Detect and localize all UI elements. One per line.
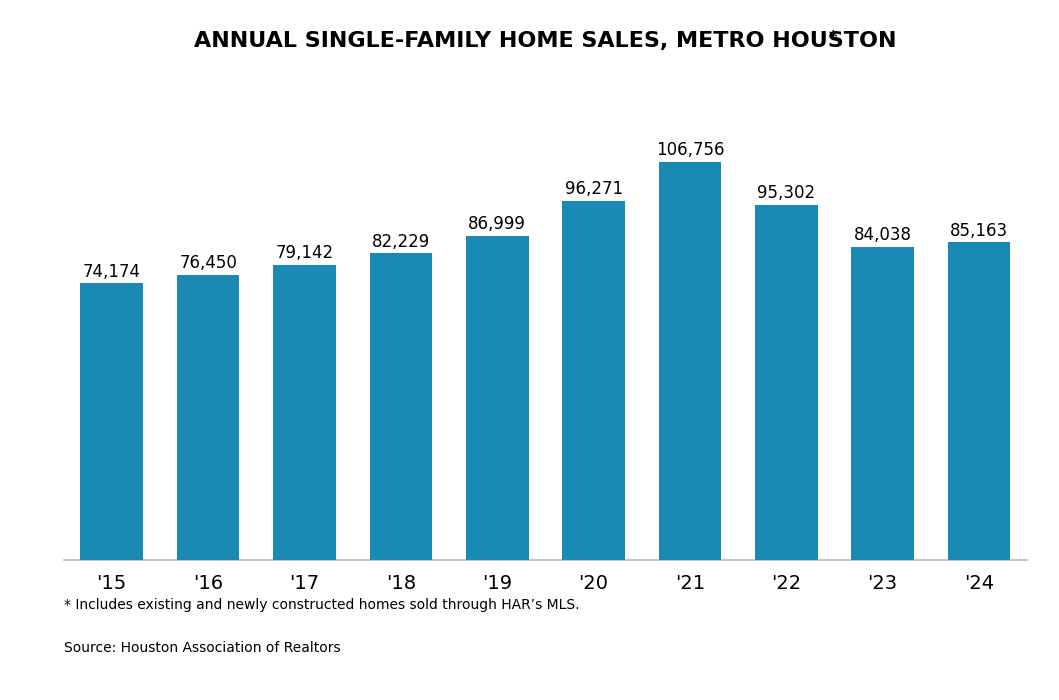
Text: 106,756: 106,756 [656,141,724,159]
Text: 95,302: 95,302 [757,184,815,202]
Bar [370,253,432,560]
Text: ANNUAL SINGLE-FAMILY HOME SALES, METRO HOUSTON: ANNUAL SINGLE-FAMILY HOME SALES, METRO H… [194,32,897,52]
Bar [466,235,528,560]
Bar [851,246,914,560]
Bar [562,201,625,560]
Text: 86,999: 86,999 [468,215,526,233]
Bar [177,275,239,560]
Text: * Includes existing and newly constructed homes sold through HAR’s MLS.: * Includes existing and newly constructe… [64,598,579,612]
Text: 84,038: 84,038 [854,226,912,244]
Text: *: * [829,29,838,47]
Text: Source: Houston Association of Realtors: Source: Houston Association of Realtors [64,640,340,654]
Text: 82,229: 82,229 [372,232,430,251]
Bar [659,162,721,560]
Bar [273,265,336,560]
Text: 74,174: 74,174 [83,262,141,281]
Bar [948,242,1010,560]
Text: 85,163: 85,163 [950,222,1008,240]
Text: 79,142: 79,142 [275,244,334,262]
Bar [755,204,818,560]
Text: 96,271: 96,271 [564,181,623,198]
Text: 76,450: 76,450 [179,254,237,272]
Bar [80,284,143,560]
